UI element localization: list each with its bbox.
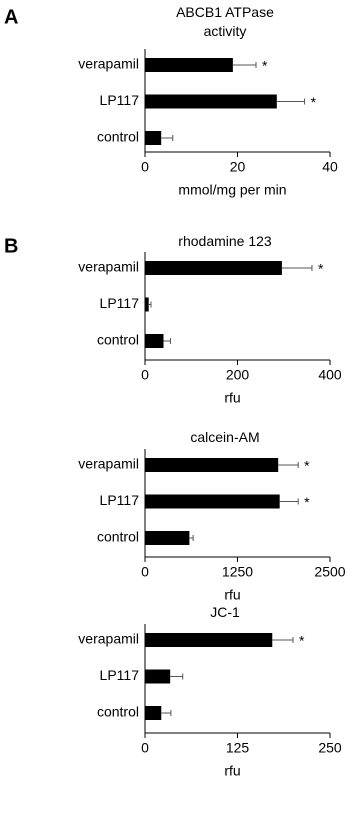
category-label: control: [97, 704, 139, 720]
category-label: control: [97, 529, 139, 545]
category-label: LP117: [100, 92, 140, 108]
bar: [145, 669, 171, 684]
significance-marker: *: [304, 458, 310, 474]
x-axis-label: rfu: [224, 763, 240, 779]
bar: [145, 633, 273, 647]
x-tick-label: 0: [141, 564, 149, 580]
x-axis-label: mmol/mg per min: [178, 182, 286, 198]
x-tick-label: 40: [322, 159, 338, 175]
bar: [145, 531, 190, 545]
chart-title: ABCB1 ATPase activity: [176, 4, 274, 39]
category-label: verapamil: [78, 631, 139, 647]
x-tick-label: 400: [318, 367, 342, 383]
x-tick-label: 250: [318, 740, 342, 756]
error-bar: [170, 673, 184, 680]
error-bar: [148, 301, 152, 308]
category-label: verapamil: [78, 259, 139, 275]
x-tick-label: 200: [226, 367, 250, 383]
error-bar: [272, 637, 294, 643]
bar: [145, 58, 233, 72]
x-tick-label: 1250: [222, 564, 253, 580]
x-tick-label: 20: [230, 159, 246, 175]
chart-title: calcein-AM: [190, 429, 260, 445]
bar: [145, 458, 279, 472]
bar: [145, 94, 277, 109]
chart-title-box: rhodamine 123: [178, 233, 272, 249]
category-label: verapamil: [78, 56, 139, 72]
bar: [145, 261, 282, 275]
category-label: LP117: [100, 667, 140, 683]
chart-title: JC-1: [210, 604, 240, 620]
chart-title-box: JC-1: [210, 604, 240, 620]
x-axis-label: rfu: [224, 390, 240, 406]
significance-marker: *: [311, 94, 317, 110]
error-bar: [281, 265, 313, 271]
error-bar: [189, 535, 194, 541]
panel-label: A: [4, 6, 18, 28]
bar: [145, 334, 164, 348]
bar: [145, 131, 162, 145]
x-tick-label: 0: [141, 740, 149, 756]
significance-marker: *: [262, 58, 268, 74]
category-label: LP117: [100, 295, 140, 311]
x-tick-label: 0: [141, 159, 149, 175]
category-label: control: [97, 129, 139, 145]
significance-marker: *: [318, 261, 324, 277]
x-tick-label: 2500: [314, 564, 345, 580]
error-bar: [161, 135, 174, 141]
chart-title-box: calcein-AM: [190, 429, 260, 445]
category-label: control: [97, 332, 139, 348]
chart-title-box: ABCB1 ATPase activity: [176, 4, 274, 39]
significance-marker: *: [304, 494, 310, 510]
bar: [145, 494, 280, 509]
category-label: LP117: [100, 492, 140, 508]
panel-label: B: [4, 235, 18, 257]
x-tick-label: 125: [226, 740, 250, 756]
x-tick-label: 0: [141, 367, 149, 383]
category-label: verapamil: [78, 456, 139, 472]
significance-marker: *: [299, 633, 305, 649]
error-bar: [163, 338, 171, 344]
bar: [145, 706, 162, 720]
bar: [145, 297, 149, 312]
error-bar: [278, 462, 299, 468]
error-bar: [279, 498, 299, 505]
error-bar: [276, 98, 306, 105]
error-bar: [232, 62, 257, 68]
chart-title: rhodamine 123: [178, 233, 272, 249]
error-bar: [161, 710, 172, 716]
x-axis-label: rfu: [224, 587, 240, 603]
